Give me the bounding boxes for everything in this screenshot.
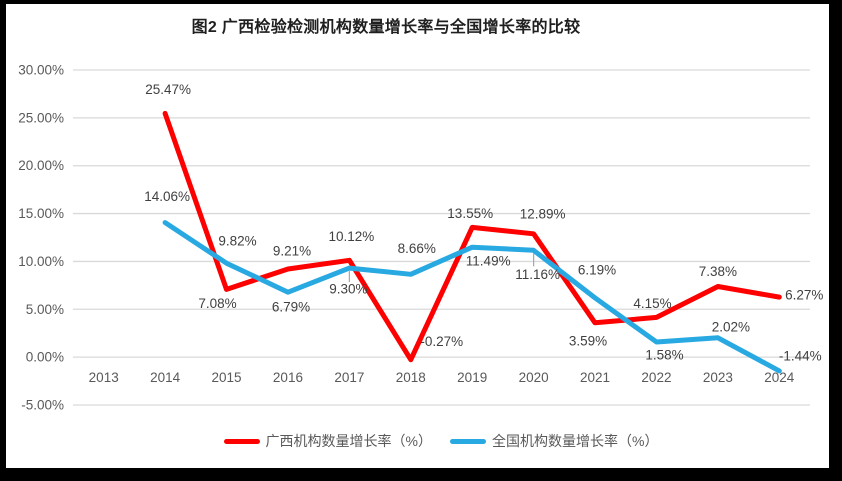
data-label-guangxi: 25.47%	[145, 82, 191, 97]
chart-panel	[6, 4, 829, 468]
y-tick-label: 10.00%	[18, 254, 64, 269]
data-label-national: 8.66%	[398, 241, 436, 256]
y-tick-label: 30.00%	[18, 63, 64, 78]
x-tick-label: 2023	[703, 370, 733, 385]
series-line-guangxi	[162, 110, 782, 363]
data-label-guangxi: 7.38%	[699, 264, 737, 279]
national-line-swatch-icon	[450, 438, 486, 444]
data-label-guangxi: 9.21%	[273, 243, 311, 258]
data-label-national: 6.79%	[272, 300, 310, 315]
series-line-national	[162, 220, 782, 374]
data-label-national: 9.30%	[329, 282, 367, 297]
x-tick-label: 2024	[764, 370, 795, 385]
data-label-guangxi: 3.59%	[569, 333, 607, 348]
x-tick-label: 2014	[150, 370, 181, 385]
data-label-guangxi: 13.55%	[447, 206, 493, 221]
y-tick-label: 25.00%	[18, 110, 64, 125]
guangxi-line-swatch-icon	[223, 438, 260, 444]
data-label-national: 1.58%	[645, 348, 683, 363]
legend-label-national: 全国机构数量增长率（%）	[492, 433, 659, 449]
data-label-guangxi: 12.89%	[520, 206, 566, 221]
data-label-guangxi: 4.15%	[633, 296, 671, 311]
data-label-national: 2.02%	[712, 319, 750, 334]
x-tick-label: 2013	[89, 370, 119, 385]
chart-title: 图2 广西检验检测机构数量增长率与全国增长率的比较	[191, 19, 581, 36]
y-tick-label: 15.00%	[18, 206, 64, 221]
y-tick-label: -5.00%	[21, 398, 64, 413]
data-label-guangxi: -0.27%	[420, 334, 463, 349]
x-tick-label: 2020	[519, 370, 549, 385]
x-tick-label: 2021	[580, 370, 610, 385]
data-label-national: 9.82%	[218, 234, 256, 249]
x-tick-label: 2019	[457, 370, 487, 385]
data-label-national: 14.06%	[144, 189, 190, 204]
chart-legend: 广西机构数量增长率（%） 全国机构数量增长率（%）	[40, 431, 842, 451]
data-label-national: 6.19%	[578, 262, 616, 277]
data-label-national: 11.49%	[466, 254, 511, 269]
x-tick-label: 2017	[334, 370, 364, 385]
legend-item-national: 全国机构数量增长率（%）	[450, 431, 658, 451]
x-tick-label: 2022	[641, 370, 671, 385]
y-tick-label: 5.00%	[26, 302, 64, 317]
x-tick-label: 2016	[273, 370, 303, 385]
data-label-guangxi: 10.12%	[328, 229, 374, 244]
legend-label-guangxi: 广西机构数量增长率（%）	[265, 433, 432, 449]
legend-item-guangxi: 广西机构数量增长率（%）	[223, 431, 432, 451]
data-label-guangxi: 6.27%	[785, 288, 823, 303]
data-label-national: -1.44%	[779, 348, 822, 363]
x-tick-label: 2015	[212, 370, 242, 385]
y-tick-label: 0.00%	[26, 350, 64, 365]
y-tick-label: 20.00%	[18, 158, 64, 173]
x-tick-label: 2018	[396, 370, 426, 385]
data-label-national: 11.16%	[515, 267, 560, 282]
data-label-guangxi: 7.08%	[198, 296, 236, 311]
